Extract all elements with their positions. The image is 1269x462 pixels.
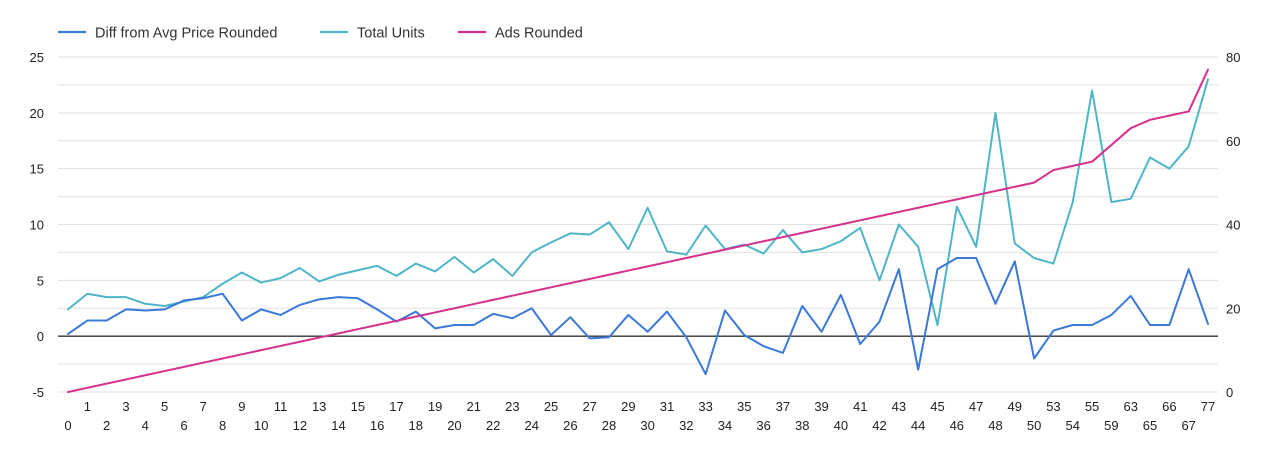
x-axis-tick-label: 35 bbox=[737, 399, 751, 414]
legend-label: Diff from Avg Price Rounded bbox=[95, 26, 277, 42]
x-axis-tick-label: 9 bbox=[238, 399, 245, 414]
series-line-diff-from-avg-price-rounded bbox=[67, 257, 1209, 376]
legend: Diff from Avg Price Rounded Total Units Ad… bbox=[58, 26, 583, 42]
left-axis-tick-label: 0 bbox=[37, 329, 44, 344]
x-axis-tick-label: 45 bbox=[930, 399, 944, 414]
x-axis-tick-label: 23 bbox=[505, 399, 519, 414]
x-axis-tick-label: 21 bbox=[467, 399, 481, 414]
series-line-total-units bbox=[67, 78, 1209, 326]
x-axis-tick-label: 39 bbox=[814, 399, 828, 414]
left-axis-tick-label: 10 bbox=[30, 218, 44, 233]
x-axis-tick-label: 47 bbox=[969, 399, 983, 414]
x-axis-tick-label: 19 bbox=[428, 399, 442, 414]
x-axis-tick-label: 6 bbox=[180, 418, 187, 433]
x-axis-tick-label: 67 bbox=[1181, 418, 1195, 433]
x-axis-tick-label: 63 bbox=[1123, 399, 1137, 414]
x-axis-tick-label: 40 bbox=[834, 418, 848, 433]
x-axis-tick-label: 44 bbox=[911, 418, 925, 433]
x-axis-tick-label: 27 bbox=[582, 399, 596, 414]
x-axis-tick-label: 31 bbox=[660, 399, 674, 414]
left-axis-tick-label: 20 bbox=[30, 106, 44, 121]
series-line-ads-rounded bbox=[67, 68, 1209, 393]
legend-label: Ads Rounded bbox=[495, 26, 583, 42]
x-axis-tick-label: 10 bbox=[254, 418, 268, 433]
x-axis-tick-label: 54 bbox=[1066, 418, 1080, 433]
x-axis-tick-label: 20 bbox=[447, 418, 461, 433]
x-axis-tick-label: 30 bbox=[640, 418, 654, 433]
right-axis-ticks: 0 20 40 60 80 bbox=[1226, 50, 1240, 400]
x-axis-tick-label: 36 bbox=[756, 418, 770, 433]
x-axis-tick-label: 22 bbox=[486, 418, 500, 433]
x-axis-tick-label: 8 bbox=[219, 418, 226, 433]
right-axis-tick-label: 40 bbox=[1226, 218, 1240, 233]
legend-label: Total Units bbox=[357, 26, 425, 42]
left-axis-tick-label: -5 bbox=[32, 385, 44, 400]
x-axis-tick-label: 12 bbox=[293, 418, 307, 433]
x-axis-tick-label: 32 bbox=[679, 418, 693, 433]
x-axis-tick-label: 4 bbox=[142, 418, 149, 433]
x-axis-tick-label: 14 bbox=[331, 418, 345, 433]
x-axis-tick-label: 3 bbox=[122, 399, 129, 414]
x-axis-tick-label: 77 bbox=[1201, 399, 1215, 414]
x-axis-tick-label: 11 bbox=[274, 399, 288, 414]
x-axis-tick-label: 17 bbox=[389, 399, 403, 414]
x-axis-tick-label: 24 bbox=[524, 418, 538, 433]
x-axis-tick-label: 29 bbox=[621, 399, 635, 414]
x-axis-tick-label: 15 bbox=[351, 399, 365, 414]
x-axis-tick-label: 55 bbox=[1085, 399, 1099, 414]
x-axis-tick-label: 13 bbox=[312, 399, 326, 414]
x-axis-tick-label: 1 bbox=[84, 399, 91, 414]
x-axis-tick-label: 26 bbox=[563, 418, 577, 433]
left-axis-tick-label: 25 bbox=[30, 50, 44, 65]
right-axis-tick-label: 0 bbox=[1226, 385, 1233, 400]
x-axis-tick-label: 25 bbox=[544, 399, 558, 414]
x-axis-tick-label: 66 bbox=[1162, 399, 1176, 414]
x-axis-tick-label: 42 bbox=[872, 418, 886, 433]
x-axis-tick-label: 38 bbox=[795, 418, 809, 433]
x-axis-tick-label: 43 bbox=[892, 399, 906, 414]
right-axis-tick-label: 80 bbox=[1226, 50, 1240, 65]
left-axis-tick-label: 15 bbox=[30, 162, 44, 177]
x-axis-tick-label: 41 bbox=[853, 399, 867, 414]
x-axis-tick-label: 48 bbox=[988, 418, 1002, 433]
x-axis-tick-label: 33 bbox=[698, 399, 712, 414]
x-axis-tick-label: 34 bbox=[718, 418, 732, 433]
right-axis-tick-label: 60 bbox=[1226, 134, 1240, 149]
x-axis-ticks: 0123456789101112131415161718192021222324… bbox=[64, 399, 1215, 433]
x-axis-tick-label: 46 bbox=[950, 418, 964, 433]
x-axis-tick-label: 28 bbox=[602, 418, 616, 433]
x-axis-tick-label: 65 bbox=[1143, 418, 1157, 433]
x-axis-tick-label: 7 bbox=[200, 399, 207, 414]
x-axis-tick-label: 37 bbox=[776, 399, 790, 414]
left-axis-tick-label: 5 bbox=[37, 273, 44, 288]
gridlines bbox=[58, 56, 1218, 393]
x-axis-tick-label: 16 bbox=[370, 418, 384, 433]
x-axis-tick-label: 50 bbox=[1027, 418, 1041, 433]
right-axis-tick-label: 20 bbox=[1226, 301, 1240, 316]
series-lines bbox=[67, 68, 1209, 393]
x-axis-tick-label: 18 bbox=[409, 418, 423, 433]
x-axis-tick-label: 5 bbox=[161, 399, 168, 414]
x-axis-tick-label: 2 bbox=[103, 418, 110, 433]
x-axis-tick-label: 0 bbox=[64, 418, 71, 433]
x-axis-tick-label: 59 bbox=[1104, 418, 1118, 433]
left-axis-ticks: -5 0 5 10 15 20 25 bbox=[30, 50, 44, 400]
x-axis-tick-label: 53 bbox=[1046, 399, 1060, 414]
x-axis-tick-label: 49 bbox=[1008, 399, 1022, 414]
